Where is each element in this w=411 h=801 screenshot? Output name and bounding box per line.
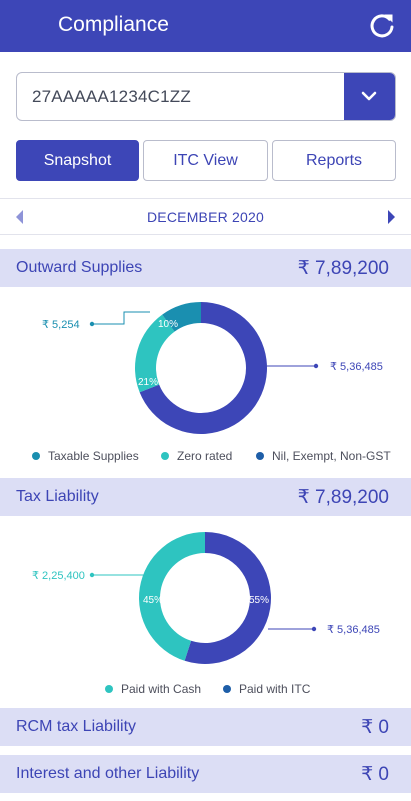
section-rcm-tax-liability[interactable]: RCM tax Liability ₹ 0	[0, 708, 411, 746]
section-interest-liability[interactable]: Interest and other Liability ₹ 0	[0, 755, 411, 793]
outward-supplies-title: Outward Supplies	[16, 259, 143, 276]
rcm-tax-liability-title: RCM tax Liability	[16, 718, 137, 735]
legend-label: Nil, Exempt, Non-GST	[272, 449, 391, 463]
tax-slice-0	[184, 532, 271, 664]
slice-label-paid-itc: ₹ 5,36,485	[327, 624, 380, 636]
view-tabs: Snapshot ITC View Reports	[16, 140, 396, 181]
legend-dot	[161, 452, 169, 460]
tab-snapshot[interactable]: Snapshot	[16, 140, 139, 181]
legend-label: Zero rated	[177, 449, 233, 463]
pct-label-cash: 45%	[143, 595, 163, 606]
legend-label: Taxable Supplies	[48, 449, 139, 463]
caret-right-icon[interactable]	[385, 209, 397, 225]
page-title: Compliance	[58, 13, 169, 36]
legend-dot	[256, 452, 264, 460]
pct-label-itc: 55%	[249, 595, 269, 606]
outward-slice-0	[139, 302, 267, 434]
slice-label-taxable-supplies: ₹ 5,254	[42, 319, 80, 331]
tab-reports[interactable]: Reports	[272, 140, 396, 181]
legend-label: Paid with Cash	[121, 682, 202, 696]
outward-supplies-amount: ₹ 7,89,200	[297, 258, 389, 279]
section-tax-liability[interactable]: Tax Liability ₹ 7,89,200	[0, 478, 411, 516]
interest-liability-amount: ₹ 0	[361, 764, 389, 785]
legend-dot	[32, 452, 40, 460]
tax-liability-amount: ₹ 7,89,200	[297, 487, 389, 508]
tax-liability-title: Tax Liability	[16, 488, 99, 505]
section-outward-supplies[interactable]: Outward Supplies ₹ 7,89,200	[0, 249, 411, 287]
rcm-tax-liability-amount: ₹ 0	[361, 717, 389, 738]
legend-dot	[105, 685, 113, 693]
legend-dot	[223, 685, 231, 693]
pct-label-zero-rated: 21%	[138, 377, 158, 388]
caret-left-icon[interactable]	[14, 209, 26, 225]
tab-itc-view[interactable]: ITC View	[143, 140, 268, 181]
tax-slice-1	[138, 532, 205, 661]
gstin-value: 27AAAAA1234C1ZZ	[32, 87, 191, 106]
period-navigator: DECEMBER 2020	[0, 198, 411, 235]
outward-slice-1	[135, 314, 175, 393]
app-header: Compliance	[0, 0, 411, 52]
refresh-icon[interactable]	[367, 11, 397, 41]
gstin-dropdown-button[interactable]	[344, 73, 395, 120]
legend-label: Paid with ITC	[239, 682, 311, 696]
tax-liability-donut-chart: ₹ 2,25,400 ₹ 5,36,485 45% 55%	[32, 532, 380, 664]
pct-label-taxable: 10%	[158, 319, 178, 330]
slice-label-nil-exempt: ₹ 5,36,485	[330, 361, 383, 373]
outward-slice-2	[162, 302, 201, 332]
chevron-down-icon	[361, 91, 377, 101]
slice-label-paid-cash: ₹ 2,25,400	[32, 570, 85, 582]
period-label: DECEMBER 2020	[147, 209, 264, 225]
gstin-selector[interactable]: 27AAAAA1234C1ZZ	[16, 72, 396, 121]
interest-liability-title: Interest and other Liability	[16, 765, 200, 782]
outward-supplies-donut-chart: ₹ 5,254 ₹ 5,36,485 10% 21%	[42, 302, 383, 434]
